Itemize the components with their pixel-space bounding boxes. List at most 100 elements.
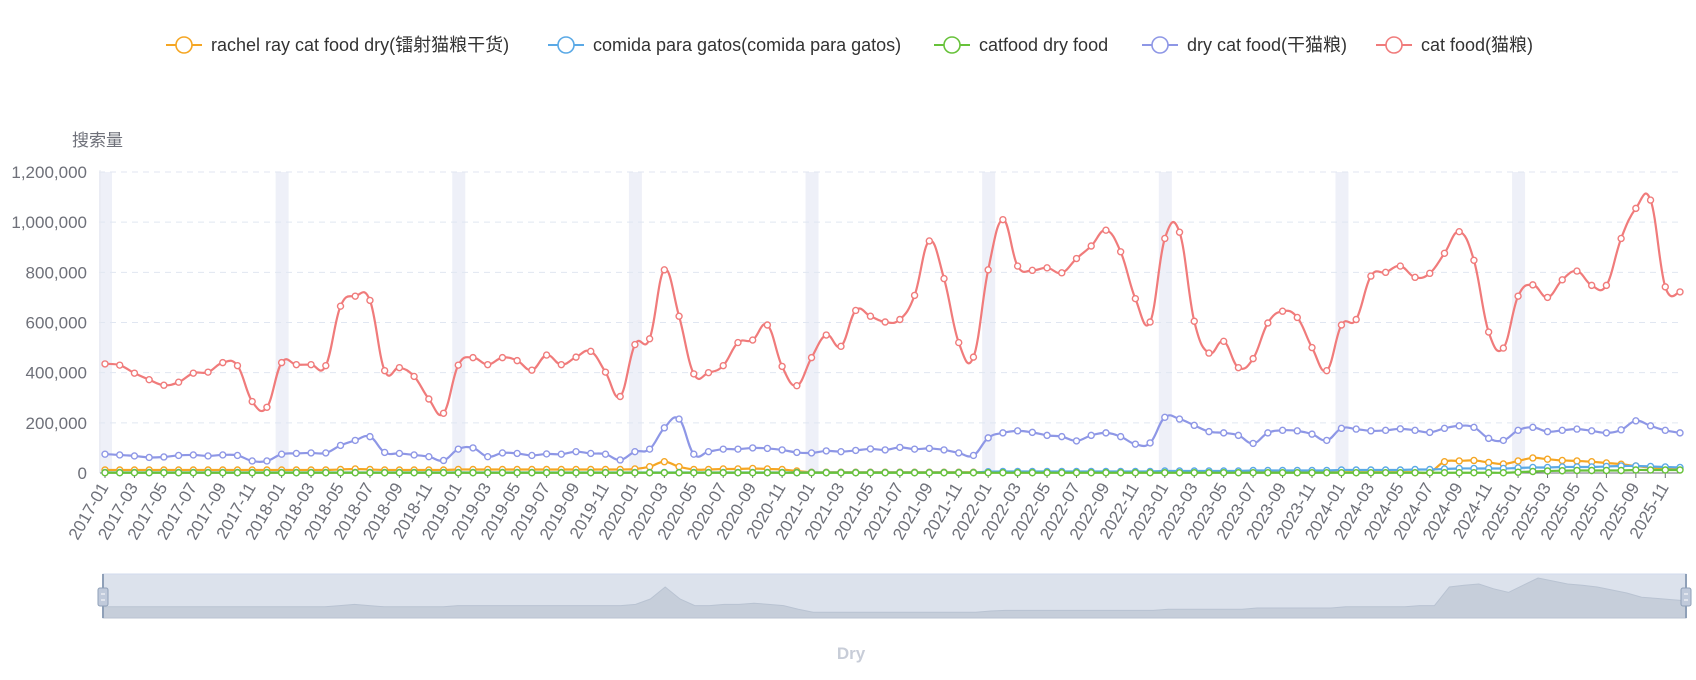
data-point[interactable] [322,361,330,370]
data-point[interactable] [1573,267,1581,275]
data-point[interactable] [410,451,418,459]
data-point[interactable] [955,469,963,477]
data-point[interactable] [1602,429,1611,437]
data-point[interactable] [1161,234,1169,243]
data-point[interactable] [1661,466,1669,474]
data-point[interactable] [1308,469,1316,477]
data-point[interactable] [1337,469,1346,477]
data-point[interactable] [1484,328,1493,336]
data-point[interactable] [940,469,948,477]
legend-item[interactable]: comida para gatos(comida para gatos) [548,35,901,55]
data-point[interactable] [837,342,845,351]
data-point[interactable] [1499,436,1508,445]
data-point[interactable] [425,452,433,461]
data-point[interactable] [587,449,595,458]
data-point[interactable] [307,360,315,369]
data-point[interactable] [1293,469,1301,477]
data-point[interactable] [1499,469,1508,477]
data-point[interactable] [1587,281,1596,290]
data-point[interactable] [174,451,183,460]
data-point[interactable] [866,445,875,453]
data-point[interactable] [1381,426,1390,435]
data-point[interactable] [807,469,816,477]
data-point[interactable] [1381,469,1390,477]
data-point[interactable] [1013,427,1022,435]
data-point[interactable] [484,469,492,477]
data-point[interactable] [1146,318,1154,326]
data-point[interactable] [822,447,830,455]
data-point[interactable] [1646,196,1655,204]
data-point[interactable] [513,449,521,458]
data-point[interactable] [1337,424,1346,433]
data-point[interactable] [351,292,359,300]
data-point[interactable] [1323,469,1331,477]
data-point[interactable] [557,469,566,477]
data-point[interactable] [174,469,183,477]
data-point[interactable] [1264,319,1272,327]
data-point[interactable] [1028,428,1037,437]
data-point[interactable] [1661,426,1669,435]
data-point[interactable] [542,469,551,477]
data-point[interactable] [1367,469,1375,477]
data-point[interactable] [852,469,860,477]
data-point[interactable] [439,409,448,418]
data-point[interactable] [233,361,242,370]
data-point[interactable] [1455,227,1463,236]
data-point[interactable] [204,452,212,460]
data-point[interactable] [896,315,904,324]
data-point[interactable] [631,447,639,456]
data-point[interactable] [1072,254,1081,263]
data-point[interactable] [1396,262,1405,270]
data-point[interactable] [1352,315,1360,324]
data-point[interactable] [940,274,948,283]
data-point[interactable] [130,452,139,460]
data-point[interactable] [1396,469,1405,477]
data-point[interactable] [366,432,374,441]
data-point[interactable] [263,403,271,411]
data-point[interactable] [955,338,963,347]
data-point[interactable] [910,445,919,453]
data-point[interactable] [587,347,595,356]
data-point[interactable] [1602,466,1611,475]
data-point[interactable] [1337,321,1346,329]
data-point[interactable] [999,469,1007,477]
data-point[interactable] [1440,458,1449,466]
data-point[interactable] [101,469,109,477]
data-point[interactable] [469,353,477,362]
data-point[interactable] [160,381,168,389]
data-point[interactable] [395,363,404,372]
data-point[interactable] [1426,428,1434,437]
data-point[interactable] [837,469,845,477]
data-point[interactable] [248,457,256,465]
data-point[interactable] [1558,426,1566,435]
data-point[interactable] [454,469,462,477]
data-point[interactable] [528,366,536,374]
data-point[interactable] [1617,234,1625,243]
data-point[interactable] [1440,249,1449,257]
data-point[interactable] [1146,439,1154,447]
data-point[interactable] [410,372,418,381]
data-point[interactable] [1543,293,1552,302]
zoom-handle-left[interactable] [97,574,109,618]
data-point[interactable] [704,469,713,477]
data-point[interactable] [1131,440,1140,448]
data-point[interactable] [1632,204,1640,213]
data-point[interactable] [145,453,153,462]
data-point[interactable] [690,450,698,458]
data-point[interactable] [1175,228,1184,236]
data-point[interactable] [1205,349,1213,357]
data-point[interactable] [822,469,830,477]
data-point[interactable] [439,456,448,465]
data-point[interactable] [101,450,109,458]
data-point[interactable] [1367,272,1375,280]
data-point[interactable] [587,469,595,477]
data-point[interactable] [719,361,727,370]
legend-item[interactable]: cat food(猫粮) [1376,35,1533,55]
data-point[interactable] [1264,469,1272,477]
data-point[interactable] [1617,426,1625,434]
legend-item[interactable]: dry cat food(干猫粮) [1142,35,1347,55]
data-point[interactable] [322,469,330,477]
data-point[interactable] [763,444,772,453]
data-point[interactable] [1529,454,1537,462]
data-point[interactable] [1514,426,1522,435]
